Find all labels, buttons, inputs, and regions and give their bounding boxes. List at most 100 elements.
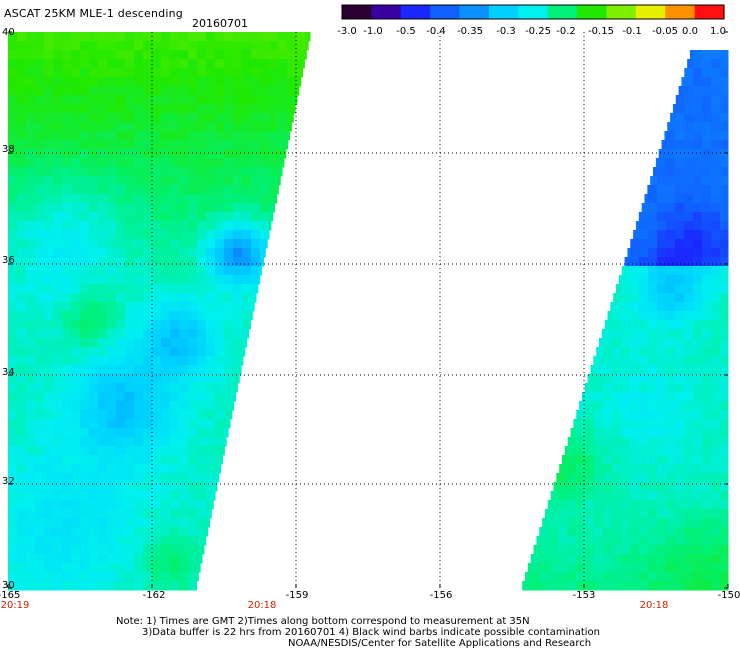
wind-cell [684, 401, 694, 411]
wind-cell [8, 320, 18, 330]
wind-cell [35, 473, 45, 483]
wind-cell [62, 275, 72, 285]
wind-cell [215, 41, 225, 51]
wind-cell [134, 77, 144, 87]
wind-cell [630, 302, 640, 312]
wind-cell [71, 419, 81, 429]
wind-cell [711, 203, 721, 213]
wind-cell [693, 302, 703, 312]
wind-cell [116, 113, 126, 123]
wind-cell [639, 419, 649, 429]
wind-cell [134, 347, 144, 357]
wind-cell [17, 455, 27, 465]
wind-cell [125, 41, 135, 51]
wind-cell [35, 482, 45, 492]
wind-cell [170, 311, 180, 321]
wind-cell [233, 203, 243, 213]
wind-cell [53, 50, 63, 60]
wind-cell [720, 149, 729, 159]
wind-cell [170, 257, 180, 267]
wind-cell [134, 311, 144, 321]
wind-cell [62, 446, 72, 456]
wind-cell [197, 410, 207, 420]
wind-cell [35, 95, 45, 105]
wind-cell [711, 482, 721, 492]
wind-cell [702, 104, 712, 114]
wind-cell [549, 527, 559, 537]
wind-cell [161, 383, 171, 393]
wind-cell [71, 311, 81, 321]
wind-cell [98, 284, 108, 294]
wind-cell [170, 527, 180, 537]
wind-cell [125, 140, 135, 150]
wind-cell [35, 437, 45, 447]
wind-cell [675, 95, 685, 105]
wind-cell [206, 221, 216, 231]
wind-cell [107, 464, 117, 474]
wind-cell [675, 284, 685, 294]
wind-cell [711, 59, 721, 69]
wind-cell [89, 410, 99, 420]
wind-cell [215, 59, 225, 69]
wind-cell [107, 545, 117, 555]
wind-cell [675, 131, 685, 141]
wind-cell [251, 221, 261, 231]
wind-cell [62, 419, 72, 429]
wind-cell [152, 464, 162, 474]
lat-label-38: 38 [2, 144, 15, 155]
wind-cell [675, 140, 685, 150]
wind-cell [684, 293, 694, 303]
wind-cell [98, 41, 108, 51]
wind-cell [576, 536, 586, 546]
wind-cell [134, 131, 144, 141]
wind-cell [125, 374, 135, 384]
wind-cell [71, 455, 81, 465]
wind-cell [71, 68, 81, 78]
wind-cell [161, 311, 171, 321]
wind-cell [116, 302, 126, 312]
wind-cell [720, 230, 729, 240]
wind-cell [666, 167, 676, 177]
wind-cell [206, 95, 216, 105]
wind-cell [188, 122, 198, 132]
wind-cell [107, 311, 117, 321]
wind-cell [639, 257, 649, 267]
wind-cell [206, 32, 216, 42]
wind-cell [188, 140, 198, 150]
wind-cell [161, 293, 171, 303]
wind-cell [197, 167, 207, 177]
wind-cell [603, 581, 613, 591]
wind-cell [666, 428, 676, 438]
wind-cell [170, 203, 180, 213]
wind-cell [576, 563, 586, 573]
wind-cell [107, 554, 117, 564]
wind-cell [98, 113, 108, 123]
wind-cell [53, 176, 63, 186]
wind-cell [188, 185, 198, 195]
wind-cell [152, 338, 162, 348]
wind-cell [26, 68, 36, 78]
wind-cell [206, 86, 216, 96]
wind-cell [675, 410, 685, 420]
wind-cell [80, 581, 90, 591]
wind-cell [98, 401, 108, 411]
wind-cell [35, 347, 45, 357]
lon-label-159: -159 [285, 590, 309, 601]
wind-cell [720, 266, 729, 276]
wind-cell [17, 59, 27, 69]
wind-cell [143, 464, 153, 474]
wind-cell [215, 428, 225, 438]
wind-cell [720, 527, 729, 537]
wind-cell [80, 518, 90, 528]
wind-cell [170, 518, 180, 528]
wind-cell [125, 302, 135, 312]
wind-cell [17, 374, 27, 384]
wind-cell [287, 95, 297, 105]
wind-cell [693, 239, 703, 249]
wind-cell [224, 392, 234, 402]
wind-cell [720, 212, 729, 222]
wind-cell [251, 266, 261, 276]
lon-label-150: -150 [717, 590, 740, 601]
wind-cell [720, 86, 729, 96]
wind-cell [170, 383, 180, 393]
